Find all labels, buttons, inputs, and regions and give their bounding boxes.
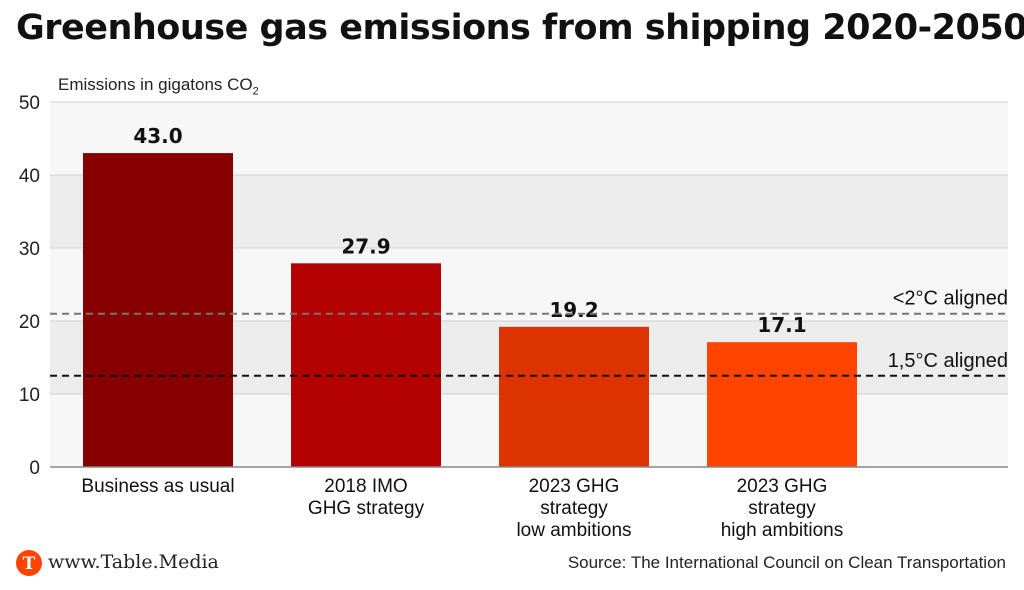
x-tick-label: 2023 GHG xyxy=(737,476,828,497)
y-tick-label: 40 xyxy=(19,166,40,187)
x-tick-label: 2018 IMO xyxy=(324,476,407,497)
y-axis-label-text: Emissions in gigatons CO xyxy=(58,75,253,94)
bar-value-label: 19.2 xyxy=(549,298,598,322)
bar xyxy=(707,342,857,467)
chart-title: Greenhouse gas emissions from shipping 2… xyxy=(16,8,1024,48)
y-tick-label: 20 xyxy=(19,312,40,333)
bar xyxy=(291,263,441,467)
y-axis-label: Emissions in gigatons CO2 xyxy=(58,75,259,97)
logo-letter: T xyxy=(23,554,36,574)
bar-chart: 0 10 20 30 40 50 43.0 Business as usual 27.9 2018… xyxy=(19,93,1008,541)
x-tick-label: GHG strategy xyxy=(308,498,425,519)
x-tick-label: low ambitions xyxy=(516,520,631,541)
x-tick-label: Business as usual xyxy=(81,476,234,497)
reference-line-label: <2°C aligned xyxy=(893,288,1008,310)
y-tick-label: 50 xyxy=(19,93,40,114)
x-tick-label: strategy xyxy=(748,498,816,519)
y-axis-label-subscript: 2 xyxy=(252,85,259,98)
table-media-logo-icon: T xyxy=(16,550,42,576)
bar-value-label: 43.0 xyxy=(133,124,182,148)
bar xyxy=(83,153,233,467)
y-tick-label: 0 xyxy=(29,458,40,479)
y-tick-label: 30 xyxy=(19,239,40,260)
footer-site: www.Table.Media xyxy=(48,551,219,573)
x-tick-label: strategy xyxy=(540,498,608,519)
footer-source: Source: The International Council on Cle… xyxy=(567,553,1006,572)
x-tick-label: 2023 GHG xyxy=(529,476,620,497)
bar-value-label: 27.9 xyxy=(341,234,390,258)
bar-value-label: 17.1 xyxy=(757,313,806,337)
y-tick-label: 10 xyxy=(19,385,40,406)
x-tick-label: high ambitions xyxy=(721,520,844,541)
bar xyxy=(499,326,649,467)
reference-line-label: 1,5°C aligned xyxy=(888,350,1008,372)
